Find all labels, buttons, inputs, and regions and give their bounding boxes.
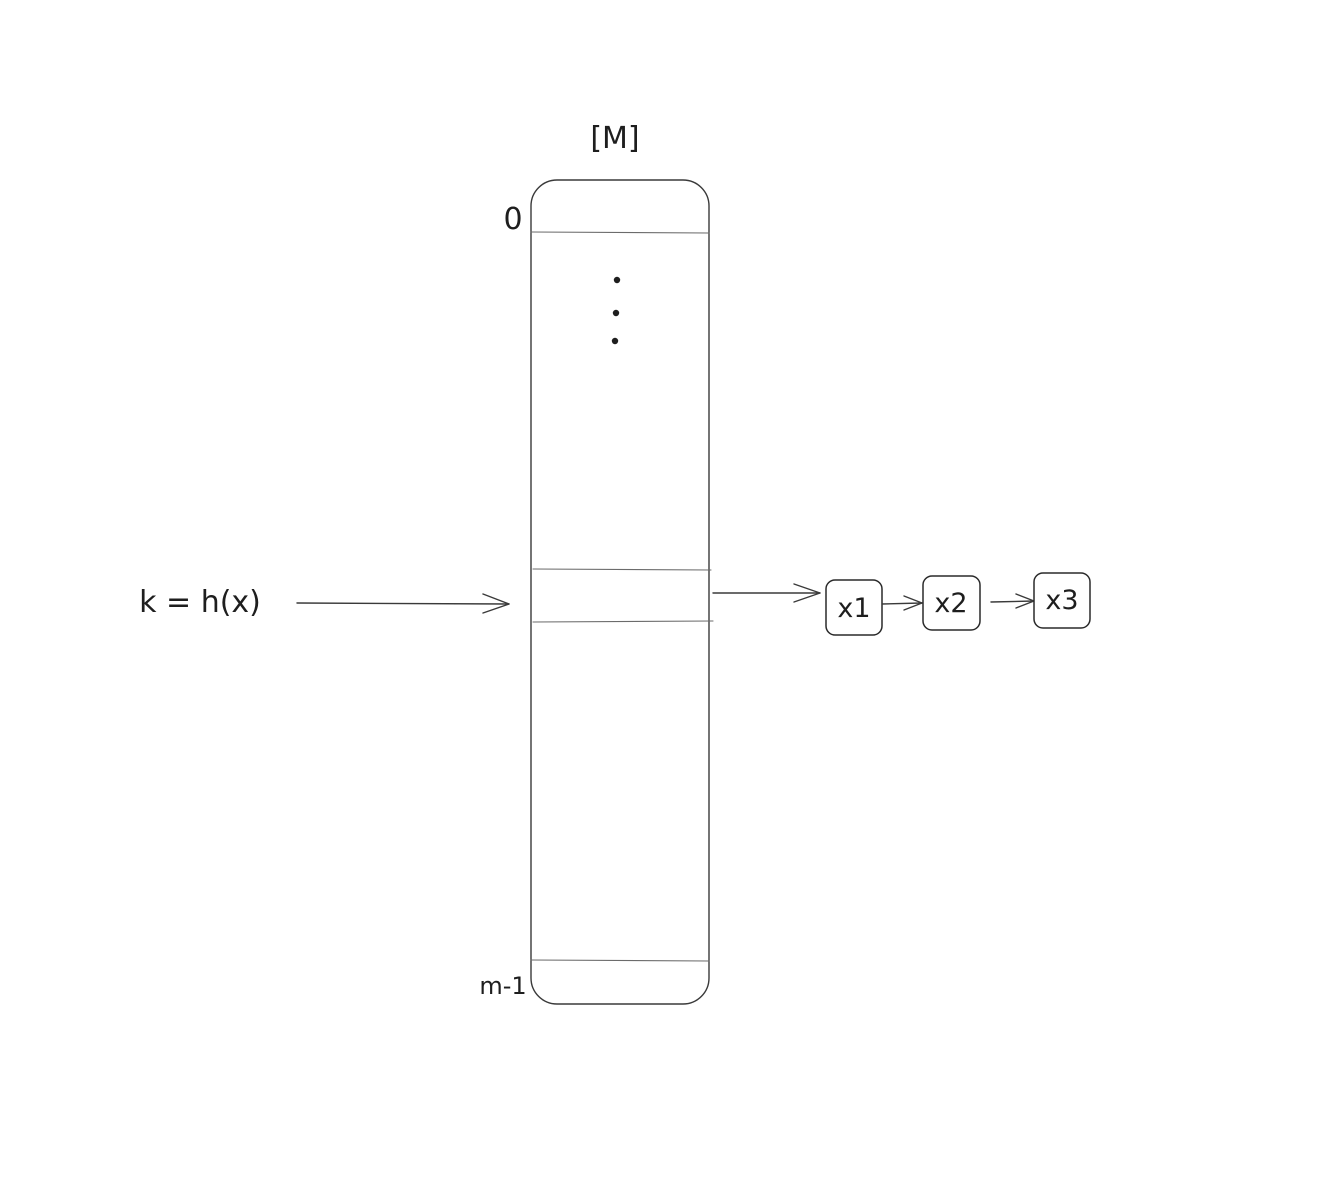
top-slot-divider [530, 231, 710, 234]
slot-to-chain-arrow [712, 583, 821, 603]
array-label: [M] [590, 121, 639, 156]
bottom-slot-divider [530, 959, 710, 962]
chain-node-2-label: x2 [934, 588, 967, 619]
slot-bottom-divider [532, 620, 714, 623]
chain-node-1-label: x1 [837, 593, 870, 624]
chain-arrow-2 [990, 593, 1035, 609]
chain-node-1: x1 [825, 579, 883, 636]
index-bottom-label: m-1 [479, 972, 526, 1000]
slot-top-divider [532, 568, 712, 571]
chain-node-2: x2 [922, 575, 981, 631]
index-top-label: 0 [503, 202, 522, 237]
hash-slot [531, 570, 709, 621]
chain-arrow-1 [881, 595, 923, 611]
hash-arrow [296, 593, 510, 614]
hash-array [530, 179, 710, 1005]
chain-node-3: x3 [1033, 572, 1091, 629]
hash-expression: k = h(x) [139, 585, 261, 620]
ellipsis-dots [611, 276, 621, 345]
chain-node-3-label: x3 [1045, 585, 1078, 616]
